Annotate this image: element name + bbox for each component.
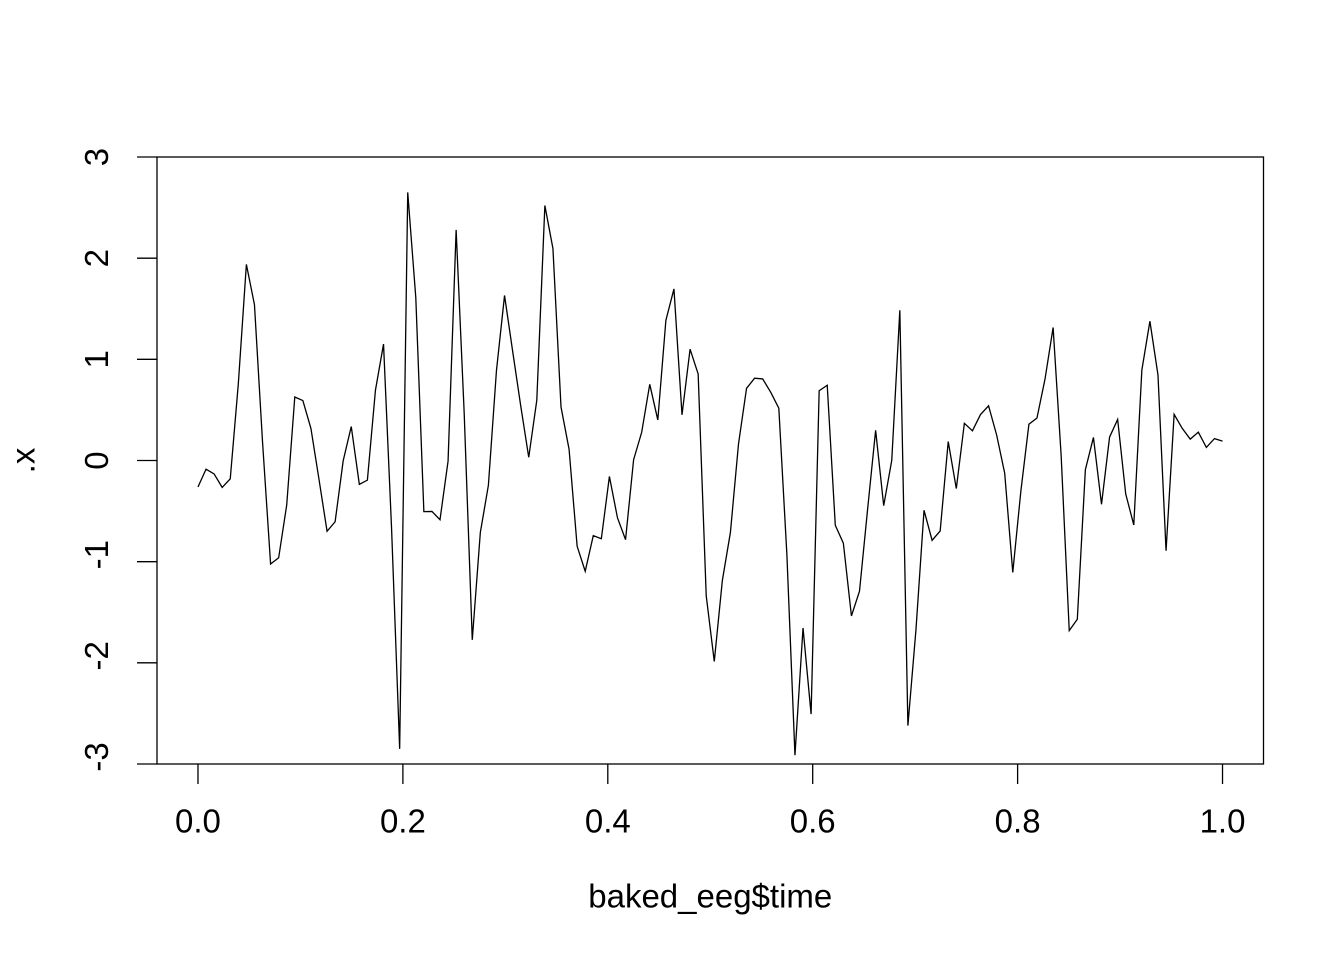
svg-text:2: 2 (78, 249, 115, 267)
svg-text:.x: .x (5, 447, 42, 473)
svg-text:0.8: 0.8 (995, 803, 1041, 840)
svg-text:0.0: 0.0 (175, 803, 221, 840)
svg-text:0: 0 (78, 451, 115, 469)
svg-text:baked_eeg$time: baked_eeg$time (588, 878, 832, 915)
svg-text:0.6: 0.6 (790, 803, 836, 840)
svg-text:-3: -3 (78, 742, 115, 771)
svg-text:-2: -2 (78, 641, 115, 670)
svg-text:1.0: 1.0 (1200, 803, 1246, 840)
svg-text:0.2: 0.2 (380, 803, 426, 840)
svg-text:0.4: 0.4 (585, 803, 631, 840)
svg-text:-1: -1 (78, 540, 115, 569)
svg-text:1: 1 (78, 350, 115, 368)
svg-text:3: 3 (78, 148, 115, 166)
